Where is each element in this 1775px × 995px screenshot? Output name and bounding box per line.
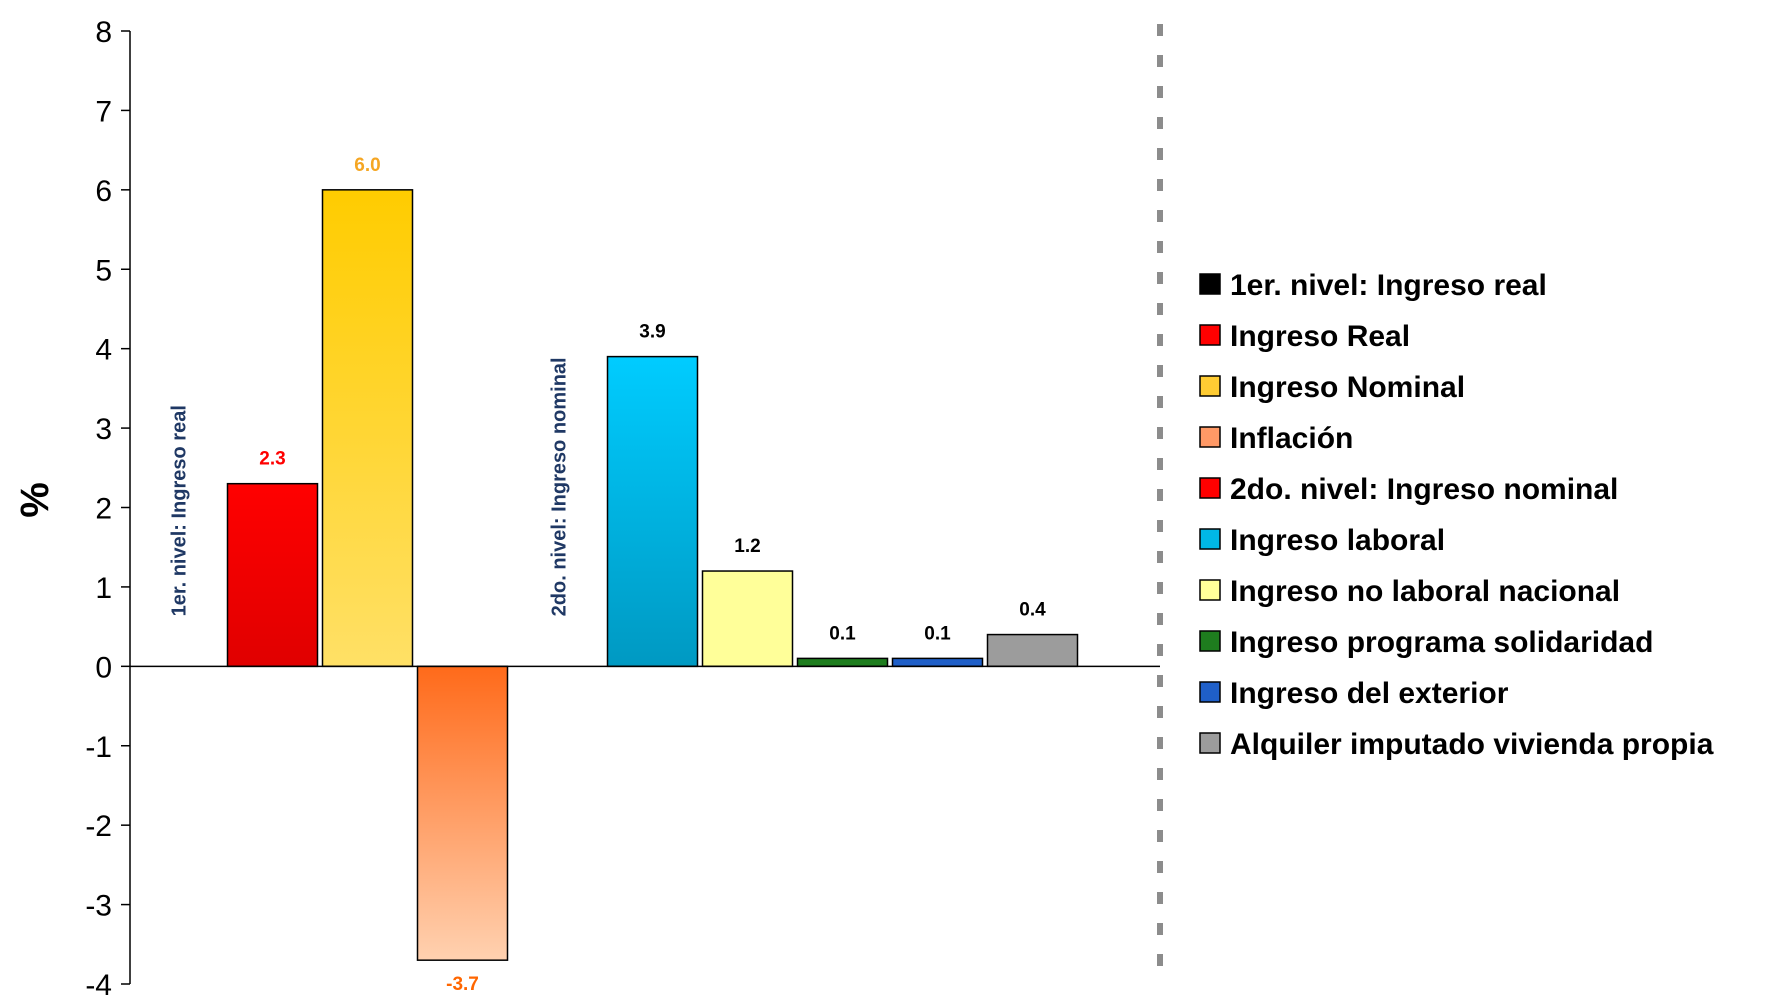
y-tick-label: 1 — [95, 572, 112, 605]
legend-label: Ingreso no laboral nacional — [1230, 575, 1620, 608]
legend-swatch — [1199, 528, 1221, 550]
data-label: 2.3 — [259, 449, 285, 470]
legend-label: 1er. nivel: Ingreso real — [1230, 269, 1547, 302]
legend-swatch — [1199, 732, 1221, 754]
legend-swatch — [1199, 324, 1221, 346]
data-labels: 2.3 6.0 -3.7 3.9 1.2 0.1 0.1 0.4 — [259, 155, 1046, 995]
legend-swatch — [1199, 273, 1221, 295]
data-label: -3.7 — [446, 974, 479, 995]
y-tick-label: 6 — [95, 175, 112, 208]
legend-label: Inflación — [1230, 422, 1353, 455]
legend-swatch — [1199, 477, 1221, 499]
legend-label: 2do. nivel: Ingreso nominal — [1230, 473, 1618, 506]
y-tick-label: 5 — [95, 254, 112, 287]
legend-swatch — [1199, 681, 1221, 703]
y-tick-label: 4 — [95, 334, 112, 367]
y-tick-label: -3 — [85, 890, 112, 923]
level-labels: 1er. nivel: Ingreso real 2do. nivel: Ingr… — [169, 357, 571, 616]
y-tick-label: 2 — [95, 493, 112, 526]
bar-ingreso-no-laboral-nacional — [701, 570, 794, 668]
data-label: 0.4 — [1019, 600, 1046, 621]
y-tick-label: 7 — [95, 95, 112, 128]
bar-ingreso-programa-solidaridad — [796, 657, 889, 668]
legend-swatch — [1199, 426, 1221, 448]
legend-label: Ingreso del exterior — [1230, 677, 1509, 710]
y-axis-label: % — [13, 482, 57, 518]
legend-swatch — [1199, 579, 1221, 601]
bars — [226, 189, 1079, 961]
y-tick-label: -1 — [85, 731, 112, 764]
y-tick-label: -2 — [85, 810, 112, 843]
legend-label: Ingreso laboral — [1230, 524, 1445, 557]
legend-swatch — [1199, 630, 1221, 652]
legend-label: Ingreso programa solidaridad — [1230, 626, 1653, 659]
group-label: 1er. nivel: Ingreso real — [169, 405, 191, 616]
data-label: 6.0 — [354, 155, 380, 176]
y-tick-label: -4 — [85, 969, 112, 995]
y-axis: 8 7 6 5 4 3 2 1 0 -1 -2 -3 -4 — [85, 16, 131, 995]
bar-ingreso-real — [226, 482, 319, 668]
legend-label: Ingreso Real — [1230, 320, 1410, 353]
data-label: 3.9 — [639, 322, 665, 343]
bar-alquiler-imputado-vivienda-propia — [986, 633, 1079, 668]
y-tick-label: 3 — [95, 413, 112, 446]
bar-ingreso-nominal — [321, 189, 414, 668]
data-label: 1.2 — [734, 536, 760, 557]
legend-label: Ingreso Nominal — [1230, 371, 1465, 404]
bar-inflaci-n — [416, 665, 509, 961]
y-tick-label: 8 — [95, 16, 112, 49]
legend-label: Alquiler imputado vivienda propia — [1230, 728, 1714, 761]
data-label: 0.1 — [924, 623, 951, 644]
legend: 1er. nivel: Ingreso real Ingreso Real Ingr… — [1199, 269, 1714, 761]
bar-ingreso-del-exterior — [891, 657, 984, 668]
bar-ingreso-laboral — [606, 355, 699, 668]
group-label: 2do. nivel: Ingreso nominal — [549, 357, 571, 616]
y-tick-label: 0 — [95, 651, 112, 684]
data-label: 0.1 — [829, 623, 856, 644]
legend-swatch — [1199, 375, 1221, 397]
